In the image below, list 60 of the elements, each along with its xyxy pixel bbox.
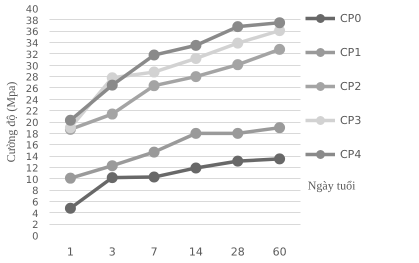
point: [148, 146, 160, 158]
x-tick-label: 60: [272, 246, 287, 258]
y-tick-label: 12: [26, 163, 39, 174]
point: [148, 50, 160, 61]
point: [148, 80, 160, 92]
y-tick-label: 20: [26, 118, 39, 129]
y-tick-label: 24: [26, 95, 39, 106]
y-tick-label: 2: [32, 220, 39, 232]
x-tick-label: 14: [188, 246, 203, 258]
y-tick-label: 0: [32, 232, 39, 242]
y-tick-label: 16: [26, 140, 39, 152]
y-tick-label: 36: [26, 27, 39, 38]
y-tick-label: 32: [26, 50, 39, 61]
y-tick-label: 38: [26, 16, 39, 27]
point: [232, 128, 244, 139]
x-tick-label: 28: [230, 246, 245, 258]
y-tick-label: 40: [26, 4, 39, 16]
legend-label: CP3: [340, 114, 362, 126]
point: [190, 71, 202, 82]
point: [232, 38, 244, 49]
y-tick-label: 26: [26, 84, 39, 95]
y-tick-label: 30: [26, 61, 39, 72]
point: [106, 80, 118, 91]
legend-label: CP2: [340, 80, 362, 92]
legend-label: CP1: [340, 46, 362, 58]
y-tick-label: 4: [32, 208, 39, 220]
y-tick-label: 6: [32, 197, 39, 208]
y-tick-label: 28: [26, 72, 39, 84]
y-tick-label: 10: [26, 174, 39, 186]
x-tick-label: 7: [150, 246, 158, 258]
legend-label: CP4: [340, 148, 362, 160]
y-tick-label: 34: [26, 38, 39, 50]
point: [106, 108, 118, 120]
point: [274, 17, 286, 28]
y-tick-label: 22: [26, 106, 39, 118]
point: [232, 59, 244, 70]
point: [190, 128, 202, 139]
point: [148, 172, 160, 183]
x-tick-label: 1: [66, 246, 74, 258]
point: [232, 21, 244, 32]
point: [232, 156, 244, 167]
x-tick-label: 3: [108, 246, 116, 258]
point: [148, 66, 160, 78]
point: [106, 172, 118, 184]
y-tick-label: 18: [26, 129, 39, 140]
point: [64, 202, 76, 214]
y-axis-title: Cường độ (Mpa): [4, 82, 18, 162]
point: [190, 162, 202, 174]
legend-label: CP0: [340, 12, 362, 24]
point: [64, 172, 76, 184]
point: [190, 40, 202, 51]
point: [64, 114, 76, 126]
point: [190, 52, 202, 64]
y-tick-label: 14: [26, 152, 39, 164]
point: [274, 122, 286, 134]
point: [106, 160, 118, 172]
x-axis-title: Ngày tuổi: [308, 178, 356, 193]
y-tick-label: 8: [32, 186, 39, 198]
point: [274, 44, 286, 55]
point: [274, 153, 286, 164]
